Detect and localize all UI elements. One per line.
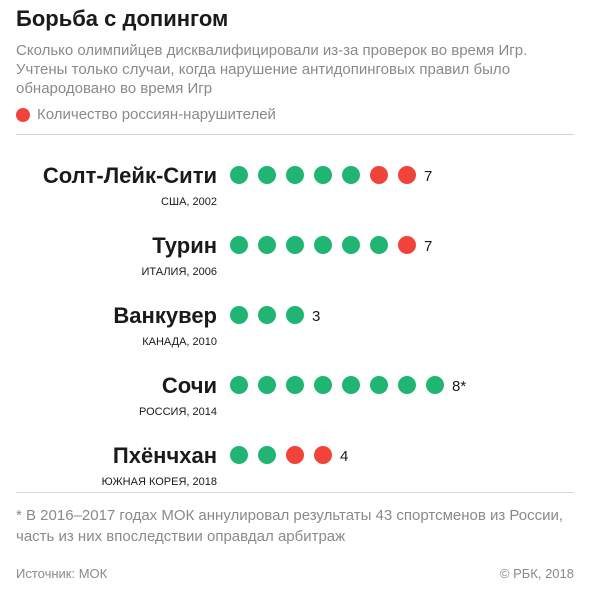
chart-title: Борьба с допингом bbox=[16, 6, 229, 31]
violator-dot bbox=[342, 166, 360, 184]
russian-violator-dot bbox=[286, 446, 304, 464]
violator-dot bbox=[286, 376, 304, 394]
violator-dot bbox=[314, 236, 332, 254]
violator-dot bbox=[286, 306, 304, 324]
row-city-label: Сочи bbox=[162, 373, 217, 398]
russian-violator-dot bbox=[370, 166, 388, 184]
bottom-divider bbox=[16, 492, 574, 493]
row-count-label: 8* bbox=[452, 378, 466, 395]
source: Источник: МОК bbox=[16, 566, 108, 581]
row-city-label: Ванкувер bbox=[113, 303, 217, 328]
row-city-label: Турин bbox=[152, 233, 217, 258]
row-count-label: 4 bbox=[340, 448, 348, 465]
russian-violator-dot bbox=[398, 236, 416, 254]
row-country-label: США, 2002 bbox=[161, 196, 217, 208]
row-country-label: РОССИЯ, 2014 bbox=[139, 406, 217, 418]
russian-violator-dot bbox=[314, 446, 332, 464]
violator-dot bbox=[230, 236, 248, 254]
violator-dot bbox=[258, 376, 276, 394]
violator-dot bbox=[258, 236, 276, 254]
chart-subtitle: Сколько олимпийцев дисквалифицировали из… bbox=[16, 42, 528, 97]
russian-violator-dot bbox=[398, 166, 416, 184]
violator-dot bbox=[342, 376, 360, 394]
violator-dot bbox=[342, 236, 360, 254]
violator-dot bbox=[230, 376, 248, 394]
violator-dot bbox=[398, 376, 416, 394]
violator-dot bbox=[230, 166, 248, 184]
violator-dot bbox=[426, 376, 444, 394]
row-count-label: 3 bbox=[312, 308, 320, 325]
violator-dot bbox=[230, 306, 248, 324]
row-count-label: 7 bbox=[424, 238, 432, 255]
violator-dot bbox=[230, 446, 248, 464]
violator-dot bbox=[258, 306, 276, 324]
violator-dot bbox=[370, 376, 388, 394]
violator-dot bbox=[314, 166, 332, 184]
legend-label: Количество россиян-нарушителей bbox=[37, 106, 276, 123]
violator-dot bbox=[286, 166, 304, 184]
row-country-label: ИТАЛИЯ, 2006 bbox=[142, 266, 218, 278]
violator-dot bbox=[314, 376, 332, 394]
violator-dot bbox=[258, 446, 276, 464]
row-city-label: Солт-Лейк-Сити bbox=[43, 163, 217, 188]
footnote: * В 2016–2017 годах МОК аннулировал резу… bbox=[16, 507, 564, 545]
violator-dot bbox=[258, 166, 276, 184]
legend: Количество россиян-нарушителей bbox=[16, 106, 276, 123]
legend-red-dot bbox=[16, 107, 30, 122]
violator-dot bbox=[370, 236, 388, 254]
row-country-label: КАНАДА, 2010 bbox=[142, 336, 217, 348]
top-divider bbox=[16, 134, 574, 135]
row-city-label: Пхёнчхан bbox=[113, 443, 217, 468]
row-count-label: 7 bbox=[424, 168, 432, 185]
copyright: © РБК, 2018 bbox=[499, 566, 574, 581]
dot-chart: Солт-Лейк-Сити США, 2002 7 Турин ИТАЛИЯ, 200… bbox=[43, 163, 466, 488]
violator-dot bbox=[286, 236, 304, 254]
row-country-label: ЮЖНАЯ КОРЕЯ, 2018 bbox=[102, 476, 217, 488]
